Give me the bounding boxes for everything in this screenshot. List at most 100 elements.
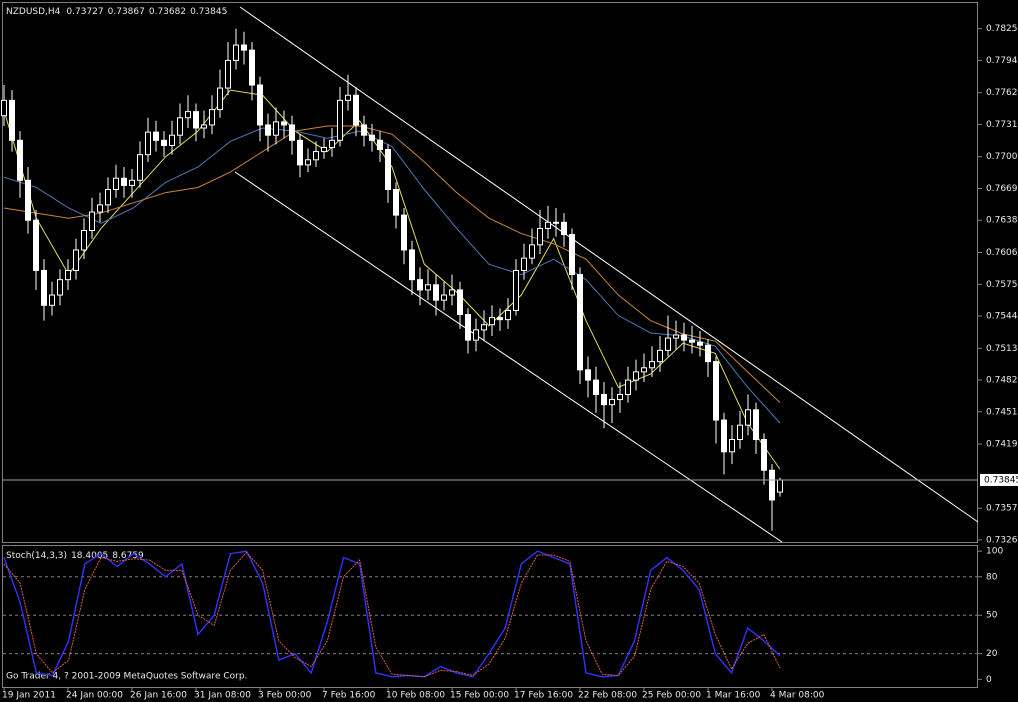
candle-body [97,204,103,213]
candle-body [57,279,63,296]
candle-body [489,317,495,326]
candle-body [713,361,719,421]
candle-body [441,294,447,301]
candle-body [633,371,639,381]
candle-body [113,177,119,191]
candle-body [65,269,71,281]
candle-body [121,177,127,186]
candle-body [569,234,575,276]
candle-body [521,257,527,271]
candle-body [769,469,775,501]
candle-body [609,399,615,406]
x-tick-label: 4 Mar 08:00 [770,691,825,701]
candle-body [721,419,727,453]
y-tick-label: 0.75755 [986,280,1018,290]
x-tick-label: 3 Feb 00:00 [258,691,312,701]
indicator-header: Stoch(14,3,3) 18.4005 8.6759 [6,551,144,561]
x-tick-label: 1 Mar 16:00 [706,691,761,701]
open-value: 0.73727 [66,7,103,17]
stoch-line [3,551,781,678]
candle-body [209,109,215,126]
x-tick-label: 24 Jan 00:00 [66,691,123,701]
candle-body [81,229,87,251]
candle-body [433,284,439,301]
x-tick-label: 10 Feb 08:00 [386,691,445,701]
candle-body [513,269,519,311]
candle-body [385,149,391,191]
candle-body [409,249,415,281]
x-tick-label: 17 Feb 16:00 [514,691,573,701]
candle-body [585,369,591,381]
candle-body [257,84,263,126]
candle-body [641,367,647,373]
candle-body [529,244,535,259]
x-tick-label: 19 Jan 2011 [2,691,56,701]
x-tick-label: 26 Jan 16:00 [130,691,187,701]
low-value: 0.73682 [149,7,186,17]
y-tick-label: 100 [986,547,1003,557]
candle-body [321,146,327,153]
candle-body [89,211,95,231]
candle-body [777,479,783,493]
indicator-title: Stoch(14,3,3) [6,551,67,561]
candle-body [697,341,703,346]
candle-body [553,221,559,224]
candle-body [449,289,455,296]
candle-body [681,334,687,341]
high-value: 0.73867 [108,7,145,17]
candle-body [185,111,191,119]
candle-body [297,139,303,166]
candle-body [25,179,31,221]
x-tick-label: 15 Feb 00:00 [450,691,509,701]
signal-value: 8.6759 [112,551,144,561]
x-tick-label: 7 Feb 16:00 [322,691,376,701]
candle-body [401,214,407,251]
candle-body [505,309,511,321]
candle-body [593,379,599,395]
main-value: 18.4005 [71,551,108,561]
candle-body [305,159,311,166]
candle-body [225,59,231,89]
candle-body [361,124,367,136]
candle-body [353,94,359,126]
channel-line [239,6,979,523]
x-tick-label: 25 Feb 00:00 [642,691,701,701]
candle-body [657,349,663,363]
candle-body [265,124,271,136]
candle-body [457,289,463,316]
x-tick-label: 31 Jan 08:00 [194,691,251,701]
moving-average [3,89,781,470]
moving-average [3,127,781,424]
candle-body [41,269,47,306]
candle-body [561,221,567,236]
candle-body [169,134,175,146]
current-price-box [980,473,1018,486]
candle-body [473,329,479,341]
y-tick-label: 50 [986,611,998,621]
candle-body [497,317,503,321]
candle-body [153,131,159,141]
candle-body [649,361,655,369]
stoch-line [3,550,781,678]
y-tick-label: 80 [986,572,998,582]
candle-body [193,111,199,129]
candle-body [217,87,223,111]
candle-body [665,337,671,351]
candle-body [145,131,151,156]
candle-body [617,393,623,401]
candle-body [137,154,143,181]
candle-body [129,179,135,186]
candle-body [417,279,423,291]
candle-body [761,439,767,471]
close-value: 0.73845 [190,7,227,17]
x-tick-label: 22 Feb 08:00 [578,691,637,701]
moving-average [3,125,781,403]
candle-body [161,139,167,146]
